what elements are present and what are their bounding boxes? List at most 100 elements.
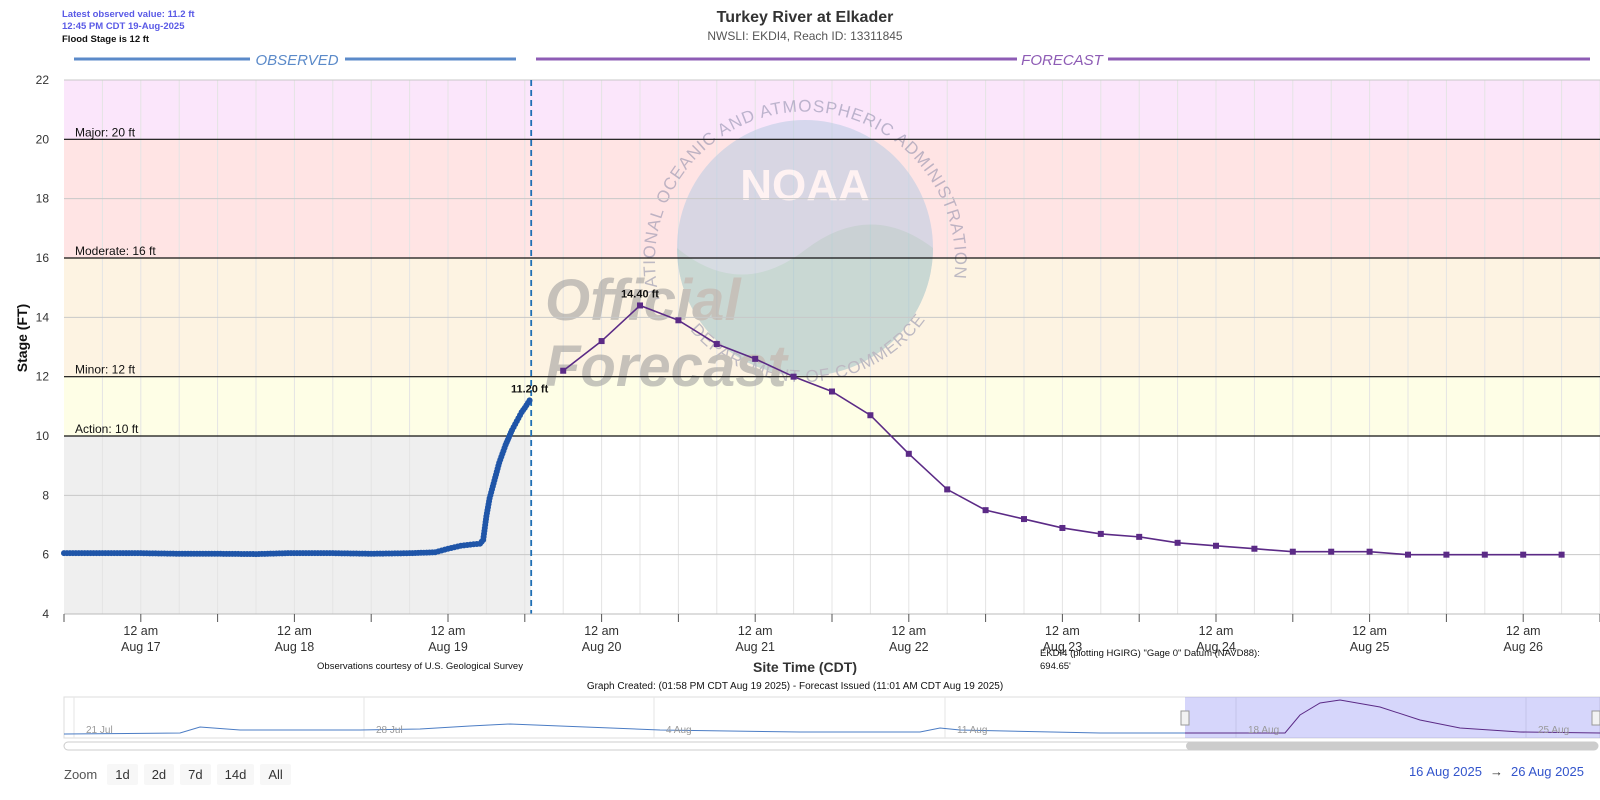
- y-tick-label: 6: [42, 548, 49, 562]
- forecast-point: [713, 341, 720, 348]
- x-tick-label-time: 12 am: [123, 624, 158, 638]
- forecast-point: [1289, 548, 1296, 555]
- forecast-point: [982, 507, 989, 514]
- zoom-7d-button[interactable]: 7d: [180, 764, 211, 785]
- forecast-point: [1021, 516, 1027, 523]
- navigator-left-handle[interactable]: [1180, 710, 1190, 726]
- y-tick-label: 12: [36, 370, 50, 384]
- forecast-point: [1405, 551, 1411, 558]
- range-from-date[interactable]: 16 Aug 2025: [1408, 764, 1482, 779]
- y-tick-label: 14: [36, 310, 50, 324]
- navigator[interactable]: 21 Jul 28 Jul 4 Aug 11 Aug 18 Aug 25 Aug: [63, 696, 1600, 751]
- forecast-point: [752, 355, 759, 362]
- latest-observed-time: 12:45 PM CDT 19-Aug-2025: [62, 21, 185, 32]
- zoom-controls: Zoom 1d 2d 7d 14d All: [64, 764, 291, 785]
- graph-created-note: Graph Created: (01:58 PM CDT Aug 19 2025…: [587, 681, 1003, 692]
- y-tick-label: 16: [36, 251, 50, 265]
- forecast-point: [560, 367, 567, 374]
- x-tick-label-date: Aug 26: [1503, 640, 1543, 654]
- x-axis-title: Site Time (CDT): [753, 659, 857, 675]
- forecast-point: [637, 302, 643, 309]
- datum-note-line2: 694.65': [1040, 661, 1071, 672]
- x-tick-label-time: 12 am: [1506, 624, 1541, 638]
- navigator-scrollbar-thumb[interactable]: [1186, 742, 1598, 750]
- navigator-date-label: 11 Aug: [957, 725, 987, 736]
- forecast-point: [867, 412, 874, 419]
- zoom-14d-button[interactable]: 14d: [216, 764, 255, 785]
- x-tick-label-time: 12 am: [1045, 624, 1080, 638]
- x-tick-label-time: 12 am: [1199, 624, 1234, 638]
- zoom-label: Zoom: [64, 767, 98, 782]
- range-arrow-icon: →: [1489, 764, 1503, 779]
- navigator-right-handle[interactable]: [1591, 710, 1600, 726]
- x-tick-label-date: Aug 19: [428, 640, 468, 654]
- forecast-point: [1328, 548, 1335, 555]
- x-tick-label-date: Aug 24: [1196, 640, 1236, 654]
- forecast-point: [1251, 545, 1258, 552]
- flood-threshold-lines: Action: 10 ft Minor: 12 ft Moderate: 16 ft…: [64, 125, 1600, 437]
- noaa-logo-text: NOAA: [740, 161, 870, 210]
- noaa-logo-bird-shape: [677, 224, 933, 376]
- forecast-point: [598, 338, 605, 345]
- navigator-range-line: [1185, 699, 1600, 734]
- x-tick-label-time: 12 am: [431, 624, 466, 638]
- chart-axes: 4 6 8 10 12 14 16 18 20 22 12 am Aug 17 12 am Aug 18 1…: [36, 73, 1600, 654]
- official-watermark-text: Official: [545, 268, 742, 333]
- threshold-label: Minor: 12 ft: [75, 363, 136, 377]
- navigator-date-label: 4 Aug: [666, 725, 692, 736]
- forecast-peak-label: 14.40 ft: [621, 288, 659, 300]
- y-tick-label: 22: [36, 73, 50, 87]
- navigator-frame: [63, 696, 1600, 739]
- x-tick-label-date: Aug 22: [889, 640, 929, 654]
- x-tick-label-date: Aug 23: [1043, 640, 1083, 654]
- y-tick-label: 4: [42, 607, 49, 621]
- navigator-date-labels: 21 Jul 28 Jul 4 Aug 11 Aug 18 Aug 25 Aug: [86, 725, 1569, 736]
- forecast-point: [1136, 533, 1143, 540]
- observed-period-background: [64, 436, 532, 614]
- navigator-date-label: 25 Aug: [1538, 725, 1569, 736]
- forecast-point: [1443, 551, 1450, 558]
- navigator-history-line: [63, 723, 1185, 735]
- x-tick-label-time: 12 am: [1352, 624, 1387, 638]
- forecast-point: [790, 373, 797, 380]
- x-tick-label-time: 12 am: [584, 624, 619, 638]
- forecast-point: [1174, 539, 1181, 546]
- forecast-point: [1059, 524, 1066, 531]
- chart-series: 11.20 ft 14.40 ft: [61, 288, 1565, 558]
- forecast-point: [1481, 551, 1488, 558]
- forecast-point: [944, 486, 951, 493]
- zoom-2d-button[interactable]: 2d: [143, 764, 175, 785]
- y-tick-label: 18: [36, 192, 50, 206]
- flood-stage-note: Flood Stage is 12 ft: [62, 34, 150, 45]
- x-tick-label-time: 12 am: [738, 624, 773, 638]
- usgs-credit: Observations courtesy of U.S. Geological…: [317, 661, 523, 672]
- navigator-grid: [73, 697, 1527, 738]
- datum-note-line1: EKDI4 (plotting HGIRG) "Gage 0" Datum (N…: [1040, 648, 1260, 659]
- forecast-watermark-text: Forecast: [545, 334, 789, 399]
- forecast-point: [675, 317, 682, 324]
- y-axis-title: Stage (FT): [14, 304, 30, 372]
- zoom-all-button[interactable]: All: [260, 764, 291, 785]
- navigator-date-label: 18 Aug: [1248, 725, 1279, 736]
- forecast-point: [1558, 551, 1565, 558]
- x-tick-label-date: Aug 25: [1350, 640, 1390, 654]
- y-tick-label: 20: [36, 132, 50, 146]
- threshold-label: Major: 20 ft: [75, 125, 136, 139]
- observed-last-value-label: 11.20 ft: [511, 383, 549, 395]
- date-range-display: 16 Aug 2025 → 26 Aug 2025: [1409, 764, 1584, 779]
- x-tick-label-time: 12 am: [891, 624, 926, 638]
- forecast-point: [1213, 542, 1219, 549]
- x-tick-label-date: Aug 17: [121, 640, 161, 654]
- forecast-section-label: FORECAST: [1021, 52, 1105, 69]
- x-tick-label-date: Aug 20: [582, 640, 622, 654]
- navigator-selected-range[interactable]: [1185, 697, 1600, 738]
- forecast-point: [1520, 551, 1527, 558]
- threshold-label: Action: 10 ft: [75, 422, 139, 436]
- navigator-date-label: 21 Jul: [86, 725, 113, 736]
- forecast-point: [1097, 530, 1104, 537]
- range-to-date[interactable]: 26 Aug 2025: [1510, 764, 1584, 779]
- zoom-1d-button[interactable]: 1d: [107, 764, 138, 785]
- x-tick-label-date: Aug 18: [275, 640, 315, 654]
- forecast-point: [829, 388, 835, 395]
